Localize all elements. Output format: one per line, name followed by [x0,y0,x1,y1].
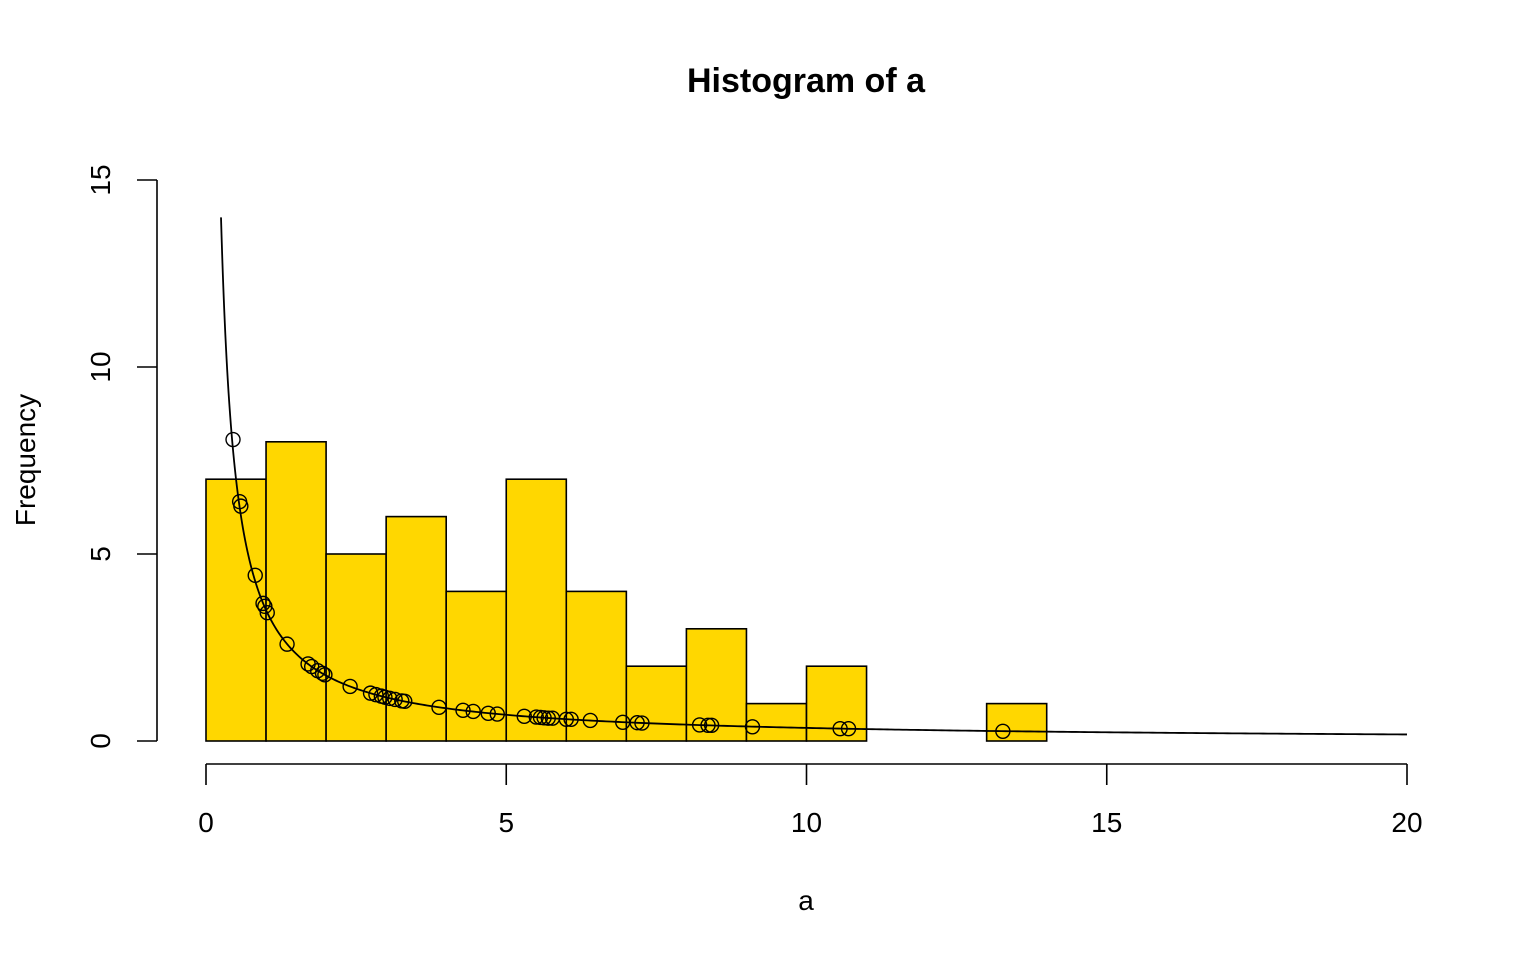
histogram-bar-9 [745,702,808,742]
data-point-39 [691,717,708,733]
data-point-18 [382,690,398,707]
data-point-12 [317,667,333,683]
data-point-34 [563,711,579,728]
data-points [225,431,1011,739]
x-tick-label-3: 15 [1091,807,1122,838]
data-point-3 [247,567,263,584]
y-axis: 0 5 10 15 [85,164,158,749]
data-point-24 [465,703,481,720]
data-point-5 [257,598,273,615]
data-point-0 [225,431,241,448]
data-point-42 [744,719,761,735]
x-tick-label-2: 10 [791,807,822,838]
data-point-2 [233,498,249,514]
x-tick-label-0: 0 [198,807,214,838]
data-point-13 [342,678,358,695]
data-point-28 [528,709,544,725]
x-axis-label: a [798,885,814,916]
y-tick-label-1: 5 [85,546,116,562]
data-point-19 [387,691,403,708]
data-point-44 [840,720,857,737]
x-axis: 0 5 10 15 20 [198,763,1423,838]
histogram-bar-0 [205,478,267,742]
histogram-bar-2 [325,553,387,742]
x-tick-label-4: 20 [1391,807,1422,838]
data-point-27 [516,708,532,725]
data-point-43 [832,720,848,737]
data-point-14 [362,685,379,701]
data-point-23 [455,702,471,719]
data-point-7 [279,636,295,652]
data-point-22 [431,699,447,716]
histogram-bar-5 [505,478,568,742]
data-point-33 [558,711,574,728]
data-point-40 [700,717,716,733]
y-tick-label-0: 0 [85,733,116,749]
data-point-4 [255,595,271,612]
data-point-37 [629,714,645,731]
data-point-25 [480,705,496,722]
data-point-26 [489,706,505,722]
chart-title: Histogram of a [687,62,926,100]
data-point-30 [536,710,552,726]
data-point-31 [540,710,556,726]
data-point-6 [259,605,275,621]
data-point-15 [368,686,384,703]
histogram-bar-7 [625,665,688,742]
y-tick-label-2: 10 [85,351,116,382]
data-point-35 [582,712,599,729]
data-point-45 [995,723,1011,739]
y-axis-label: Frequency [10,394,41,526]
histogram-bar-13 [985,702,1048,742]
data-point-41 [703,717,720,733]
histogram-bar-1 [265,440,327,742]
histogram-bar-8 [685,627,748,742]
fitted-curve [220,217,1408,736]
data-point-21 [397,693,413,710]
data-point-11 [314,665,331,682]
data-point-38 [634,715,650,731]
y-tick-label-3: 15 [85,164,116,195]
x-tick-label-1: 5 [498,807,514,838]
histogram-bars [205,440,1048,742]
histogram-bar-4 [445,590,508,742]
